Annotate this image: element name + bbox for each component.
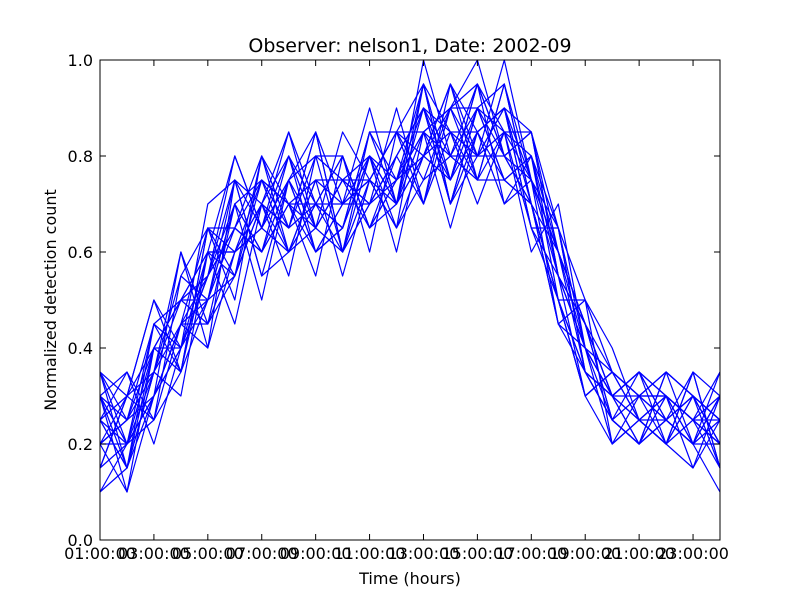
series-layer bbox=[99, 59, 721, 493]
series-line-22 bbox=[99, 83, 721, 445]
series-line-11 bbox=[99, 83, 721, 445]
x-tick-label: 15:00:00 bbox=[441, 544, 513, 563]
x-tick-label: 05:00:00 bbox=[172, 544, 244, 563]
x-axis-label: Time (hours) bbox=[358, 569, 461, 588]
y-tick-label: 0.0 bbox=[68, 531, 93, 550]
series-line-5 bbox=[99, 59, 721, 493]
x-tick-label: 09:00:00 bbox=[280, 544, 352, 563]
y-axis-label: Normalized detection count bbox=[41, 189, 60, 411]
x-tick-label: 03:00:00 bbox=[118, 544, 190, 563]
y-tick-label: 0.8 bbox=[68, 147, 93, 166]
x-tick-label: 21:00:00 bbox=[603, 544, 675, 563]
series-line-3 bbox=[99, 83, 721, 445]
x-tick-label: 17:00:00 bbox=[495, 544, 567, 563]
y-tick-label: 1.0 bbox=[68, 51, 93, 70]
series-line-24 bbox=[99, 107, 721, 445]
x-tick-label: 07:00:00 bbox=[226, 544, 298, 563]
x-axis-ticks: 01:00:0003:00:0005:00:0007:00:0009:00:00… bbox=[64, 60, 729, 563]
y-axis-ticks: 0.0 0.2 0.4 0.6 0.8 1.0 bbox=[68, 51, 720, 550]
y-tick-label: 0.6 bbox=[68, 243, 93, 262]
series-line-4 bbox=[99, 83, 721, 445]
y-tick-label: 0.2 bbox=[68, 435, 93, 454]
series-line-16 bbox=[100, 83, 721, 445]
x-tick-label: 01:00:00 bbox=[64, 544, 136, 563]
x-tick-label: 23:00:00 bbox=[657, 544, 729, 563]
x-tick-label: 11:00:00 bbox=[334, 544, 406, 563]
series-line-12 bbox=[99, 83, 721, 445]
x-tick-label: 19:00:00 bbox=[549, 544, 621, 563]
x-tick-label: 13:00:00 bbox=[388, 544, 460, 563]
chart-title: Observer: nelson1, Date: 2002-09 bbox=[248, 35, 571, 57]
series-line-25 bbox=[99, 107, 721, 469]
series-line-14 bbox=[99, 107, 721, 469]
series-line-23 bbox=[99, 83, 721, 469]
plot-frame bbox=[99, 59, 721, 541]
y-tick-label: 0.4 bbox=[68, 339, 93, 358]
